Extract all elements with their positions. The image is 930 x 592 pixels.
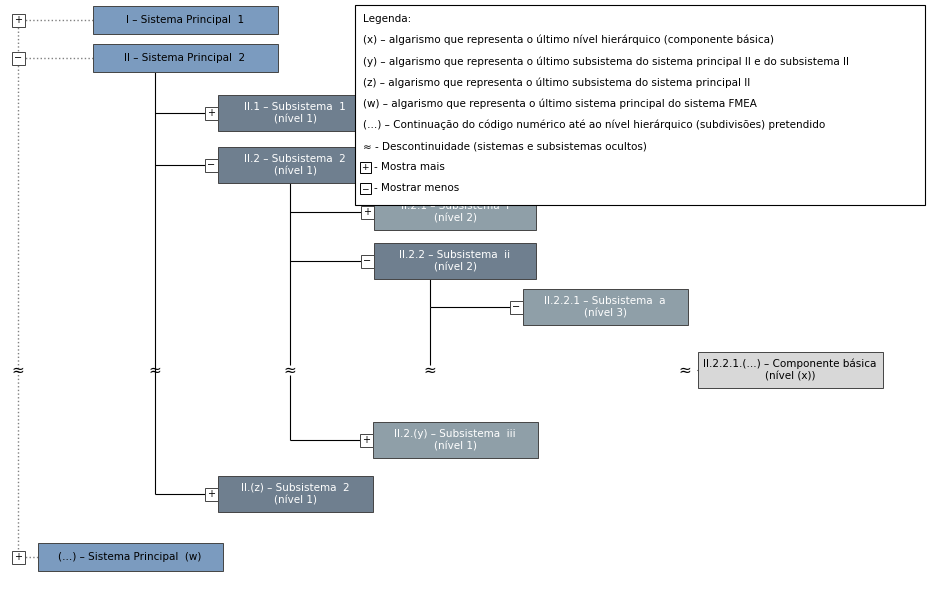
FancyBboxPatch shape — [361, 205, 374, 218]
Text: +: + — [362, 435, 370, 445]
Text: I – Sistema Principal  1: I – Sistema Principal 1 — [126, 15, 244, 25]
Text: II.1 – Subsistema  1
(nível 1): II.1 – Subsistema 1 (nível 1) — [244, 102, 346, 124]
Text: II.2.(y) – Subsistema  iii
(nível 1): II.2.(y) – Subsistema iii (nível 1) — [394, 429, 516, 451]
Text: (…) – Sistema Principal  (w): (…) – Sistema Principal (w) — [59, 552, 202, 562]
Text: (y) – algarismo que representa o último subsistema do sistema principal II e do : (y) – algarismo que representa o último … — [363, 56, 849, 67]
Text: −: − — [207, 160, 215, 170]
FancyBboxPatch shape — [37, 543, 222, 571]
Text: ≈: ≈ — [149, 362, 162, 378]
FancyBboxPatch shape — [11, 551, 24, 564]
Text: +: + — [207, 108, 215, 118]
Text: −: − — [512, 302, 520, 312]
FancyBboxPatch shape — [374, 243, 536, 279]
Text: −: − — [363, 256, 371, 266]
Text: (w) – algarismo que representa o último sistema principal do sistema FMEA: (w) – algarismo que representa o último … — [363, 98, 757, 109]
FancyBboxPatch shape — [205, 487, 218, 500]
Text: ≈: ≈ — [11, 362, 24, 378]
Text: +: + — [14, 15, 22, 25]
Text: II.2.2.1.(…) – Componente básica
(nível (x)): II.2.2.1.(…) – Componente básica (nível … — [703, 358, 877, 382]
Text: II.(z) – Subsistema  2
(nível 1): II.(z) – Subsistema 2 (nível 1) — [241, 482, 350, 506]
Text: −: − — [14, 53, 22, 63]
Text: +: + — [361, 163, 369, 172]
Text: +: + — [14, 552, 22, 562]
FancyBboxPatch shape — [361, 255, 374, 268]
Text: Legenda:: Legenda: — [363, 14, 411, 24]
Text: +: + — [363, 207, 371, 217]
FancyBboxPatch shape — [218, 476, 373, 512]
FancyBboxPatch shape — [92, 6, 277, 34]
Text: II.2.1 – Subsistema  i
(nível 2): II.2.1 – Subsistema i (nível 2) — [401, 201, 509, 223]
FancyBboxPatch shape — [92, 44, 277, 72]
Text: (x) – algarismo que representa o último nível hierárquico (componente básica): (x) – algarismo que representa o último … — [363, 35, 774, 46]
Text: - Mostrar menos: - Mostrar menos — [374, 184, 458, 194]
FancyBboxPatch shape — [523, 289, 687, 325]
FancyBboxPatch shape — [374, 194, 536, 230]
Text: II.2.2 – Subsistema  ii
(nível 2): II.2.2 – Subsistema ii (nível 2) — [400, 250, 511, 272]
FancyBboxPatch shape — [360, 162, 370, 173]
FancyBboxPatch shape — [360, 433, 373, 446]
Text: II – Sistema Principal  2: II – Sistema Principal 2 — [125, 53, 246, 63]
FancyBboxPatch shape — [11, 14, 24, 27]
FancyBboxPatch shape — [360, 183, 370, 194]
FancyBboxPatch shape — [205, 107, 218, 120]
Text: ≈: ≈ — [679, 362, 691, 378]
Text: −: − — [361, 184, 369, 193]
Text: ≈: ≈ — [284, 362, 297, 378]
FancyBboxPatch shape — [510, 301, 523, 314]
FancyBboxPatch shape — [218, 147, 373, 183]
FancyBboxPatch shape — [698, 352, 883, 388]
Text: ≈: ≈ — [424, 362, 436, 378]
Text: ≈ - Descontinuidade (sistemas e subsistemas ocultos): ≈ - Descontinuidade (sistemas e subsiste… — [363, 141, 647, 151]
FancyBboxPatch shape — [373, 422, 538, 458]
Text: II.2 – Subsistema  2
(nível 1): II.2 – Subsistema 2 (nível 1) — [244, 153, 346, 176]
FancyBboxPatch shape — [355, 5, 925, 205]
Text: (z) – algarismo que representa o último subsistema do sistema principal II: (z) – algarismo que representa o último … — [363, 78, 751, 88]
Text: II.2.2.1 – Subsistema  a
(nível 3): II.2.2.1 – Subsistema a (nível 3) — [544, 295, 666, 318]
Text: +: + — [207, 489, 215, 499]
Text: - Mostra mais: - Mostra mais — [374, 162, 445, 172]
Text: (…) – Continuação do código numérico até ao nível hierárquico (subdivisões) pret: (…) – Continuação do código numérico até… — [363, 120, 825, 130]
FancyBboxPatch shape — [218, 95, 373, 131]
FancyBboxPatch shape — [11, 52, 24, 65]
FancyBboxPatch shape — [205, 159, 218, 172]
